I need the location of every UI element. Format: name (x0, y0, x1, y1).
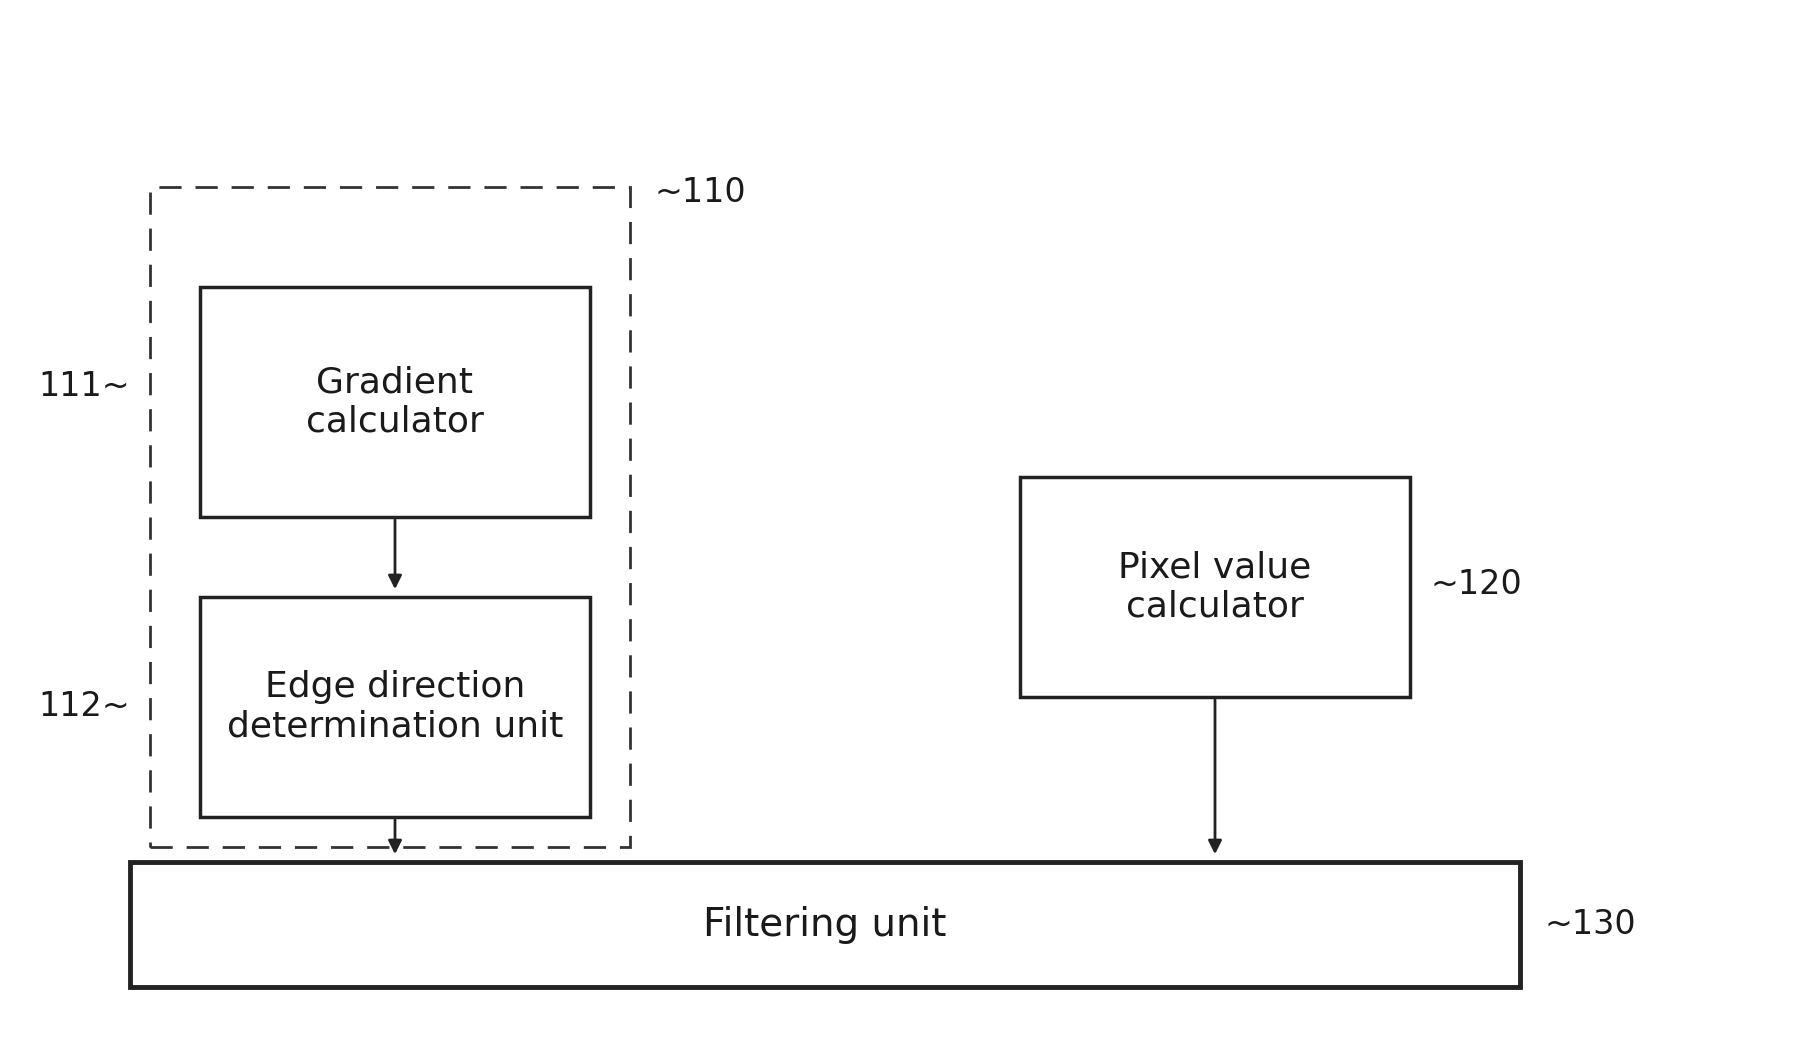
Bar (200, 287, 589, 517)
Text: Edge direction
determination unit: Edge direction determination unit (227, 670, 564, 743)
Text: 112~: 112~ (38, 691, 130, 723)
Bar (200, 597, 589, 817)
Bar (150, 187, 631, 847)
Bar (130, 862, 1521, 987)
Text: ~120: ~120 (1431, 569, 1521, 601)
Text: ~130: ~130 (1544, 908, 1636, 940)
Bar (1020, 477, 1409, 697)
Text: Filtering unit: Filtering unit (703, 906, 946, 943)
Text: 111~: 111~ (38, 371, 130, 403)
Text: Gradient
calculator: Gradient calculator (306, 365, 485, 439)
Text: Pixel value
calculator: Pixel value calculator (1119, 551, 1312, 624)
Text: ~110: ~110 (654, 176, 746, 208)
